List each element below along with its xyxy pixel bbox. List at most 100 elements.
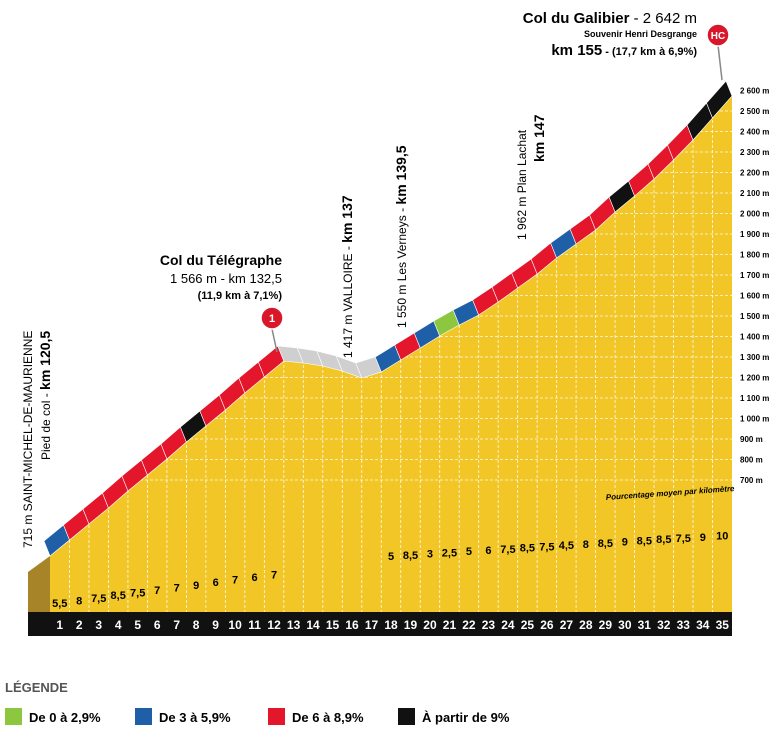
km-label: 35 [716,618,730,632]
altitude-label: 2 200 m [740,169,769,178]
gradient-label: 4,5 [559,540,574,552]
pass-name: Col du Galibier [523,10,630,27]
km-label: 30 [618,618,632,632]
gradient-label: 7 [271,569,277,581]
start-km: km 120,5 [37,331,53,390]
km-label: 27 [560,618,574,632]
start-text: Pied de col - [39,390,53,460]
altitude-label: 2 400 m [740,128,769,137]
verneys-label: 1 550 m Les Verneys - km 139,5 [393,145,409,328]
km-label: 3 [95,618,102,632]
km-label: 11 [248,618,261,632]
gradient-label: 9 [700,532,706,544]
km: km 139,5 [393,145,409,204]
gradient-label: 2,5 [442,547,457,559]
legend: De 0 à 2,9% De 3 à 5,9% De 6 à 8,9% À parti… [5,708,510,725]
altitude-label: 800 m [740,456,763,465]
gradient-label: 6 [252,572,258,584]
plan-lachat-label: 1 962 m Plan Lachat [515,129,529,240]
altitude-label: 1 500 m [740,312,769,321]
pass-altitude: - 2 642 m [629,10,697,27]
gradient-label: 8,5 [403,550,418,562]
altitude-label: 1 800 m [740,251,769,260]
telegraphe-climb: (11,9 km à 7,1%) [198,290,283,302]
altitude-label: 2 100 m [740,189,769,198]
telegraphe-line: 1 566 m - km 132,5 [170,271,282,286]
km-label: 34 [696,618,710,632]
place: 1 417 m VALLOIRE - [341,243,355,358]
legend-swatch [268,708,285,725]
km-label: 25 [521,618,535,632]
gradient-label: 8,5 [111,590,126,602]
altitude-label: 2 300 m [740,148,769,157]
km-label: 9 [212,618,219,632]
altitude-label: 2 500 m [740,107,769,116]
altitude-label: 1 700 m [740,271,769,280]
km-label: 13 [287,618,301,632]
altitude-label: 1 000 m [740,415,769,424]
altitude-label: 700 m [740,476,763,485]
gradient-label: 6 [213,577,219,589]
km-band [28,612,732,636]
badge-label: 1 [269,313,275,325]
km-label: 1 [56,618,63,632]
legend-swatch [135,708,152,725]
cat-badge [260,306,284,330]
gradient-label: 7,5 [676,533,691,545]
km-label: 28 [579,618,593,632]
km-label: 5 [134,618,141,632]
km-label: 26 [540,618,554,632]
gradient-label: 3 [427,549,433,561]
gradient-label: 6 [485,545,491,557]
gradient-label: 7 [154,585,160,597]
km-label: 16 [345,618,359,632]
altitude-label: 2 600 m [740,87,769,96]
legend-label: À partir de 9% [422,710,510,725]
gradient-label: 9 [622,537,628,549]
telegraphe-title: Col du Télégraphe [160,252,282,268]
gradient-label: 8,5 [656,534,671,546]
legend-swatch [5,708,22,725]
km-label: 22 [462,618,476,632]
road-segment [706,80,733,119]
legend-label: De 0 à 2,9% [29,710,101,725]
gradient-label: 8,5 [637,535,652,547]
km-label: 14 [306,618,320,632]
km-label: 23 [482,618,496,632]
altitude-label: 1 400 m [740,333,769,342]
hc-badge [706,23,730,47]
km-label: 21 [443,618,457,632]
km-label: 18 [384,618,398,632]
km: km 155 [551,42,602,59]
km-label: 32 [657,618,671,632]
gradient-label: 8,5 [520,543,535,555]
pin-line [271,328,278,353]
gradient-label: 7 [174,582,180,594]
km-label: 2 [76,618,83,632]
gradient-label: 8 [76,595,82,607]
km-label: 4 [115,618,122,632]
km-label: 19 [404,618,418,632]
gradient-label: 8,5 [598,538,613,550]
galibier-km: km 155 - (17,7 km à 6,9%) [551,42,697,59]
pin-line [717,44,723,81]
km-label: 31 [638,618,652,632]
left-face [28,556,50,612]
km: km 137 [339,195,355,243]
gradient-label: 8 [583,539,589,551]
gradient-label: 5 [388,551,394,563]
gradient-label: 7,5 [130,588,145,600]
altitude-label: 1 900 m [740,230,769,239]
gradient-label: 9 [193,580,199,592]
km-label: 6 [154,618,161,632]
gradient-label: 10 [716,531,728,543]
km-label: 17 [365,618,379,632]
km-label: 8 [193,618,200,632]
start-label: 715 m SAINT-MICHEL-DE-MAURIENNE [21,331,35,548]
gradient-label: 5 [466,546,472,558]
valloire-label: 1 417 m VALLOIRE - km 137 [339,195,355,358]
legend-label: De 6 à 8,9% [292,710,364,725]
altitude-label: 1 300 m [740,353,769,362]
gradient-label: 7,5 [500,544,515,556]
